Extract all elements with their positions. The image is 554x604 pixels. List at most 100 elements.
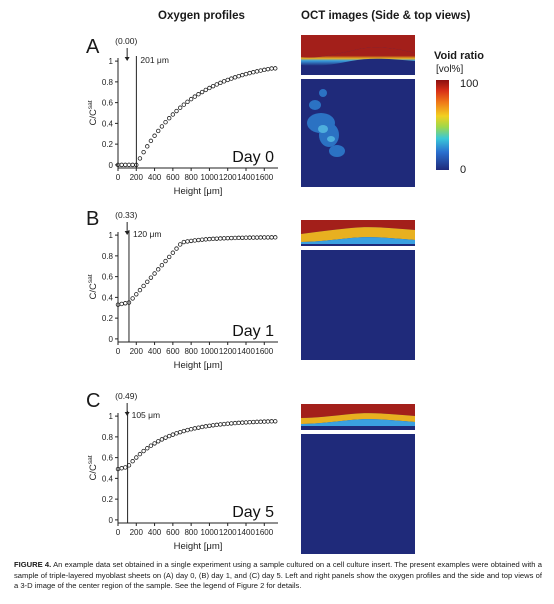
x-tick-label: 800 [184, 528, 198, 537]
data-point [159, 263, 165, 268]
x-tick-label: 800 [184, 173, 198, 182]
data-point [152, 271, 157, 276]
data-point [170, 112, 176, 117]
data-point [119, 301, 124, 307]
data-point [247, 420, 252, 425]
data-point [181, 239, 187, 245]
data-point [188, 96, 194, 102]
y-axis-label: C/Csat [88, 274, 99, 299]
annotation-arrowhead [124, 412, 130, 416]
y-tick-label: 0.8 [102, 433, 114, 442]
data-point [181, 102, 187, 107]
data-point [251, 70, 256, 75]
colorbar-min-label: 0 [460, 164, 467, 176]
y-axis-label: C/Csat [88, 455, 99, 480]
x-tick-label: 1000 [201, 347, 219, 356]
day-label: Day 0 [232, 149, 274, 166]
data-point [188, 238, 194, 244]
data-point [225, 235, 230, 241]
y-tick-label: 1 [109, 57, 114, 66]
x-tick-label: 400 [148, 528, 162, 537]
oxygen-profile-chart-day5: 00.20.40.60.810 200 400 600 800 1000 1200 1400 1… [88, 391, 278, 552]
data-point [273, 419, 278, 424]
data-point [225, 77, 230, 83]
data-point [240, 235, 245, 240]
oxygen-profile-chart-day0: 0 0.2 0.4 0.6 0.8 1 0 200 400 600 800 1000 1200 1400 1… [88, 36, 278, 197]
data-point [229, 421, 234, 426]
data-point [166, 254, 172, 260]
data-point [156, 128, 161, 134]
x-tick-label: 1200 [219, 347, 237, 356]
figure-caption: FIGURE 4. An example data set obtained i… [14, 560, 542, 592]
colorbar [436, 80, 449, 170]
surface-annotation: (0.49) [115, 391, 137, 401]
data-point [177, 242, 183, 247]
data-point [141, 149, 146, 155]
y-tick-label: 1 [109, 412, 114, 421]
data-point [134, 162, 139, 168]
data-point [265, 235, 271, 240]
y-tick-label: 0.2 [102, 140, 114, 149]
x-tick-label: 800 [184, 347, 198, 356]
data-point [152, 133, 157, 138]
data-point [159, 124, 165, 129]
data-point [177, 429, 183, 435]
x-tick-label: 1600 [255, 528, 273, 537]
oxygen-profiles-header: Oxygen profiles [158, 10, 245, 22]
data-point [210, 236, 216, 242]
data-point [254, 235, 260, 240]
data-point [196, 92, 201, 97]
data-point [251, 419, 256, 425]
data-point [130, 459, 135, 464]
surface-annotation: (0.33) [115, 210, 137, 220]
data-point [258, 419, 263, 424]
x-tick-label: 0 [116, 173, 121, 182]
data-point [243, 420, 249, 425]
caption-label: FIGURE 4. [14, 560, 52, 569]
data-point [214, 236, 219, 241]
data-point [130, 162, 135, 168]
x-tick-label: 1400 [237, 528, 255, 537]
x-axis-label: Height [μm] [174, 541, 223, 552]
data-point [126, 162, 132, 168]
y-tick-label: 0.2 [102, 314, 114, 323]
x-tick-label: 1600 [255, 173, 273, 182]
x-tick-label: 400 [148, 173, 162, 182]
data-point [196, 425, 201, 430]
data-point [170, 432, 176, 437]
data-point [199, 237, 205, 242]
data-point [232, 420, 238, 426]
x-tick-label: 1200 [219, 173, 237, 182]
data-point [145, 279, 150, 285]
x-tick-label: 1000 [201, 528, 219, 537]
data-point [141, 283, 146, 289]
data-point [218, 236, 223, 241]
data-point [214, 422, 219, 428]
data-point [170, 250, 176, 255]
data-point [185, 239, 190, 244]
data-point [152, 441, 157, 446]
data-point [262, 235, 267, 240]
data-point [192, 94, 197, 99]
data-point [119, 162, 124, 168]
data-point [240, 420, 245, 425]
data-point [232, 75, 238, 80]
annotation-arrowhead [124, 57, 130, 61]
x-tick-label: 600 [166, 347, 180, 356]
data-point [207, 236, 212, 242]
x-tick-label: 1400 [237, 173, 255, 182]
data-point [265, 66, 271, 72]
data-point [207, 85, 212, 91]
x-tick-label: 600 [166, 173, 180, 182]
data-point [137, 451, 143, 457]
data-point [192, 426, 197, 431]
surface-annotation: (0.00) [115, 36, 137, 46]
data-point [214, 82, 219, 87]
y-tick-label: 0.8 [102, 252, 114, 261]
oct-images-header: OCT images (Side & top views) [301, 10, 471, 22]
data-point [163, 258, 168, 264]
data-point [236, 420, 241, 426]
data-point [203, 424, 208, 429]
y-tick-label: 0.6 [102, 273, 114, 282]
x-tick-label: 600 [166, 528, 180, 537]
